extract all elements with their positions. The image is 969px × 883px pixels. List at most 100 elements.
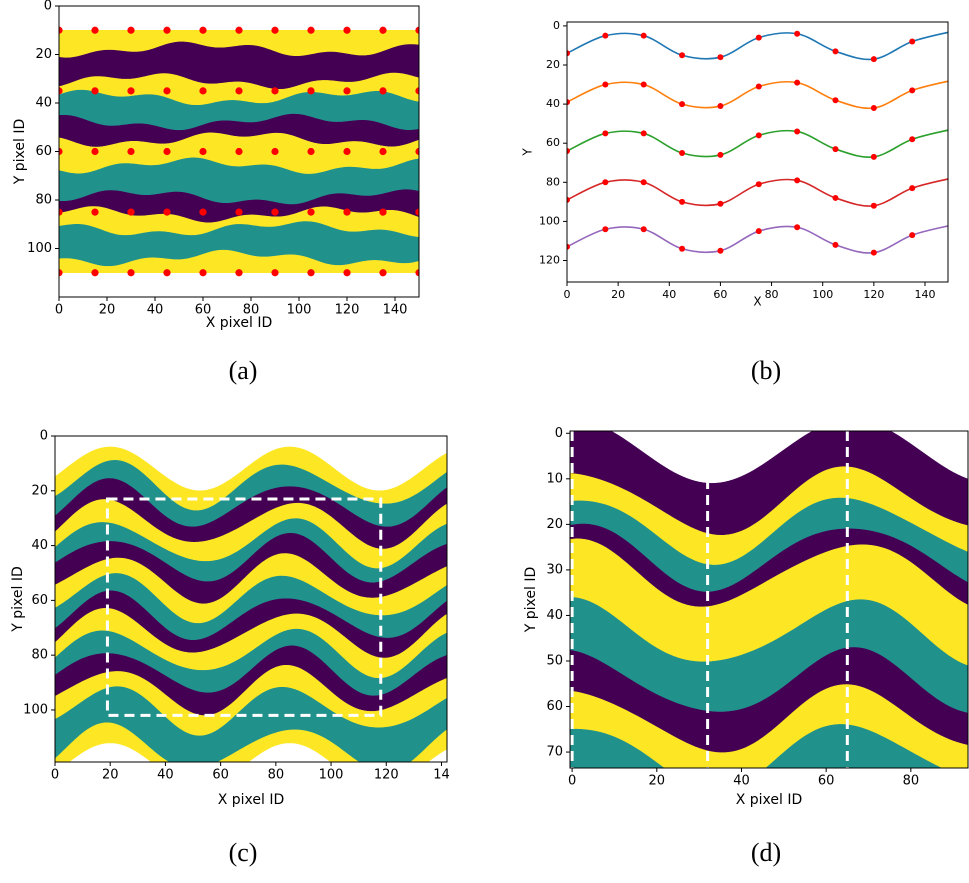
x-tick-label: 40 [157, 768, 174, 783]
point [235, 26, 243, 34]
x-axis-label: X pixel ID [736, 792, 803, 808]
y-axis-label: Y pixel ID [12, 119, 28, 186]
point [415, 269, 419, 277]
point [379, 87, 387, 95]
point [567, 243, 570, 250]
y-tick-label: 100 [539, 214, 560, 227]
x-tick-label: 120 [863, 288, 884, 301]
point [679, 198, 686, 205]
x-tick-label: 60 [195, 303, 212, 318]
point [199, 147, 207, 156]
point [163, 269, 171, 277]
y-tick-label: 100 [27, 241, 52, 256]
x-tick-label: 80 [243, 303, 260, 318]
point [640, 179, 647, 186]
point [640, 32, 647, 39]
x-tick-label: 140 [914, 288, 935, 301]
point [602, 226, 609, 233]
point [909, 232, 916, 239]
y-tick-label: 60 [31, 593, 48, 608]
caption: (a) [229, 356, 258, 385]
axes-frame [566, 21, 949, 283]
y-tick-label: 80 [31, 648, 48, 663]
point [271, 147, 279, 156]
point [567, 99, 570, 106]
point [235, 87, 243, 95]
plot-area [55, 446, 447, 762]
plot-area [567, 30, 948, 256]
y-tick-label: 20 [31, 483, 48, 498]
point [127, 147, 135, 156]
y-tick-label: 10 [546, 471, 563, 486]
point [832, 146, 839, 153]
point [307, 87, 315, 95]
point [794, 30, 801, 37]
y-tick-label: 0 [44, 0, 52, 14]
point [717, 54, 724, 61]
point [343, 26, 351, 34]
x-tick-label: 80 [268, 768, 285, 783]
x-axis-label: X pixel ID [218, 792, 285, 808]
point [909, 87, 916, 94]
point [640, 81, 647, 88]
x-tick-label: 100 [287, 303, 312, 318]
axes-frame [569, 430, 969, 769]
x-tick-label: 20 [649, 774, 666, 789]
texture-band [59, 249, 419, 274]
x-tick-label: 60 [713, 288, 727, 301]
y-tick-label: 0 [40, 429, 48, 444]
point [127, 208, 135, 216]
point [199, 208, 207, 216]
y-tick-label: 0 [553, 19, 560, 32]
y-tick-label: 0 [555, 426, 563, 441]
point [909, 185, 916, 192]
y-tick-label: 120 [539, 253, 560, 266]
x-tick-label: 140 [383, 303, 408, 318]
y-tick-label: 80 [546, 175, 560, 188]
point [163, 208, 171, 216]
point [59, 208, 63, 216]
point [235, 269, 243, 277]
point [567, 50, 570, 57]
x-tick-label: 80 [765, 288, 779, 301]
point [343, 147, 351, 156]
point [832, 97, 839, 104]
point [679, 149, 686, 156]
x-tick-label: 20 [611, 288, 625, 301]
y-tick-label: 20 [35, 47, 52, 62]
point [235, 208, 243, 216]
point [307, 147, 315, 156]
y-tick-label: 40 [35, 96, 52, 111]
point [127, 87, 135, 95]
point [717, 103, 724, 110]
point [870, 105, 877, 112]
x-tick-label: 60 [818, 774, 835, 789]
y-tick-label: 70 [546, 745, 563, 760]
point [602, 32, 609, 39]
point [91, 208, 99, 216]
texture-band [55, 703, 447, 762]
point [679, 101, 686, 108]
x-tick-label: 20 [102, 768, 119, 783]
y-axis-label: Y [521, 148, 535, 157]
point [343, 208, 351, 216]
point [794, 224, 801, 231]
point [59, 87, 63, 95]
point [127, 269, 135, 277]
x-tick-label: 40 [662, 288, 676, 301]
point [91, 87, 99, 95]
point [343, 87, 351, 95]
point [163, 147, 171, 156]
point [755, 181, 762, 188]
point [909, 38, 916, 45]
point [379, 147, 387, 156]
point [199, 26, 207, 34]
y-tick-label: 60 [546, 136, 560, 149]
y-tick-label: 30 [546, 562, 563, 577]
point [755, 34, 762, 41]
point [640, 226, 647, 233]
point [59, 147, 63, 156]
point [59, 26, 63, 34]
x-tick-label: 40 [147, 303, 164, 318]
